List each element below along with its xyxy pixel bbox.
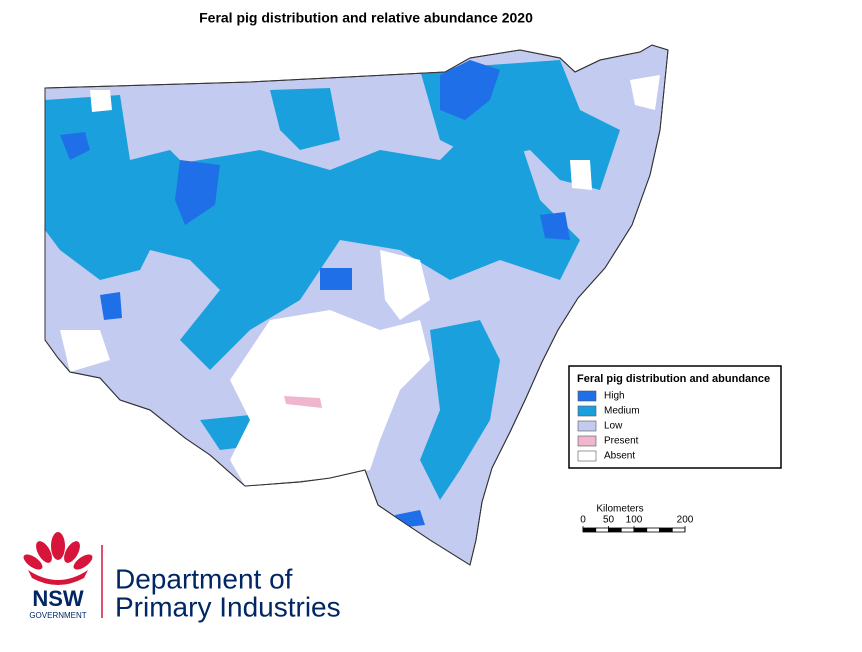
dept-line1: Department of bbox=[115, 563, 293, 594]
logo: NSW GOVERNMENT Department of Primary Ind… bbox=[23, 532, 341, 622]
scale-segment bbox=[620, 527, 635, 533]
zone-high bbox=[175, 160, 220, 225]
scale-segment bbox=[633, 527, 648, 533]
legend-title: Feral pig distribution and abundance bbox=[577, 373, 770, 385]
legend-label: High bbox=[604, 391, 625, 402]
scale-tick-label: 0 bbox=[580, 515, 586, 526]
legend-items: High Medium Low Present Absent bbox=[577, 390, 640, 462]
legend-label: Medium bbox=[604, 406, 640, 417]
scale-tick-label: 50 bbox=[603, 515, 615, 526]
logo-nsw: NSW bbox=[32, 586, 84, 611]
zone-absent bbox=[230, 310, 430, 486]
zone-absent bbox=[380, 250, 430, 320]
logo-government: GOVERNMENT bbox=[29, 611, 86, 620]
zone-absent bbox=[90, 90, 112, 112]
zone-high bbox=[100, 292, 122, 320]
legend: Feral pig distribution and abundance Hig… bbox=[568, 365, 782, 469]
scale-bar: Kilometers 0 50 100 200 bbox=[580, 504, 694, 533]
map bbox=[44, 44, 669, 566]
legend-swatch bbox=[577, 405, 597, 417]
zone-absent bbox=[630, 75, 660, 110]
zone-high bbox=[540, 212, 570, 240]
scale-segment bbox=[671, 527, 686, 533]
scale-tick-label: 100 bbox=[626, 515, 643, 526]
scale-segment bbox=[595, 527, 609, 533]
scale-segment bbox=[646, 527, 660, 533]
zone-high bbox=[60, 132, 90, 160]
zone-absent bbox=[570, 160, 592, 190]
legend-swatch bbox=[577, 390, 597, 402]
legend-label: Low bbox=[604, 421, 623, 432]
map-title: Feral pig distribution and relative abun… bbox=[199, 10, 533, 26]
scale-segment bbox=[608, 527, 622, 533]
legend-swatch bbox=[577, 450, 597, 462]
zone-high bbox=[320, 268, 352, 290]
dept-line2: Primary Industries bbox=[115, 591, 341, 622]
waratah bbox=[23, 532, 93, 585]
zone-absent bbox=[60, 330, 110, 372]
zone-medium bbox=[420, 320, 500, 500]
legend-box bbox=[568, 365, 782, 469]
scale-title: Kilometers bbox=[596, 504, 643, 515]
zone-present bbox=[284, 396, 322, 408]
zone-high bbox=[440, 60, 500, 120]
zone-medium bbox=[140, 130, 580, 370]
scale-segment bbox=[582, 527, 597, 533]
scale-tick-label: 200 bbox=[677, 515, 694, 526]
legend-swatch bbox=[577, 435, 597, 447]
legend-label: Present bbox=[604, 436, 639, 447]
legend-label: Absent bbox=[604, 451, 635, 462]
zone-medium bbox=[270, 88, 340, 150]
abundance-zones bbox=[45, 60, 660, 528]
scale-segment bbox=[659, 527, 673, 533]
legend-swatch bbox=[577, 420, 597, 432]
